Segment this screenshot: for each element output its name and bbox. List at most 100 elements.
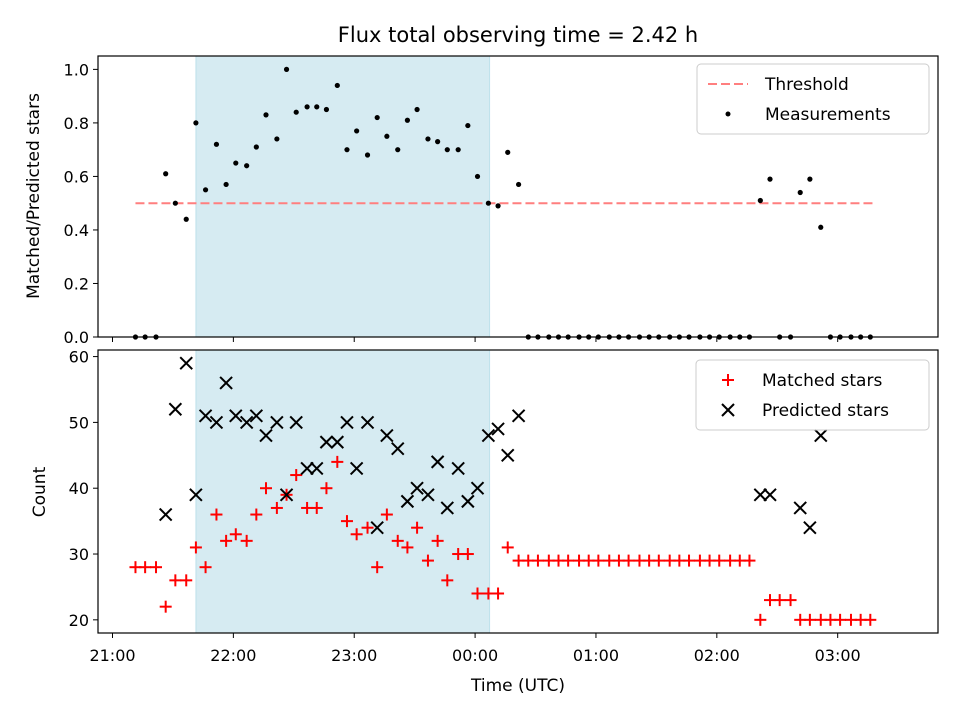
measurement-point	[274, 136, 280, 142]
matched-star-point	[331, 455, 344, 468]
y-tick-label: 0.6	[64, 167, 89, 186]
measurement-point	[344, 147, 350, 153]
top-y-axis-label: Matched/Predicted stars	[24, 93, 44, 299]
matched-star-point	[240, 534, 253, 547]
top-y-axis: 0.0 0.2 0.4 0.6 0.8 1.0	[64, 60, 98, 347]
matched-star-point	[562, 554, 575, 567]
matched-star-point	[310, 501, 323, 514]
predicted-star-point	[249, 409, 264, 423]
matched-star-point	[431, 534, 444, 547]
measurement-point	[233, 160, 239, 166]
measurement-point	[495, 203, 501, 209]
predicted-star-point	[189, 488, 203, 502]
x-tick-label: 23:00	[331, 646, 377, 665]
predicted-star-point	[814, 428, 828, 443]
matched-star-point	[320, 482, 333, 495]
x-tick-label: 22:00	[210, 646, 256, 665]
predicted-star-point	[380, 428, 394, 443]
matched-star-point	[713, 554, 726, 567]
predicted-star-point	[753, 488, 768, 502]
measurement-point	[364, 152, 371, 158]
measurement-point	[818, 224, 824, 230]
measurement-point	[425, 136, 431, 142]
matched-star-point	[834, 613, 847, 626]
predicted-star-point	[198, 409, 213, 423]
bottom-panel: 20 30 40 50 60 21:00 22:00 23:00 00:00 01:00 02:0…	[30, 348, 939, 696]
y-tick-label: 1.0	[64, 60, 89, 79]
matched-star-point	[411, 521, 424, 534]
x-tick-label: 00:00	[452, 646, 498, 665]
matched-star-point	[380, 508, 393, 521]
predicted-star-point	[340, 415, 354, 430]
measurement-point	[435, 139, 441, 145]
predicted-star-point	[259, 428, 273, 443]
legend-measurements-swatch	[725, 111, 731, 117]
matched-star-point	[340, 515, 353, 528]
observing-window-shade	[195, 55, 491, 338]
measurement-point	[193, 120, 199, 126]
measurement-point	[807, 176, 813, 182]
matched-star-point	[139, 561, 152, 574]
predicted-star-point	[400, 494, 415, 509]
measurement-point	[767, 176, 773, 182]
x-tick-label: 21:00	[89, 646, 135, 665]
predicted-star-point	[319, 435, 334, 449]
bottom-x-axis: 21:00 22:00 23:00 00:00 01:00 02:00 03:00	[89, 633, 861, 665]
measurement-point	[293, 109, 299, 115]
measurement-point	[444, 147, 450, 153]
predicted-star-point	[158, 507, 173, 522]
bottom-y-axis-label: Count	[30, 466, 50, 517]
matched-star-point	[803, 613, 816, 626]
predicted-star-point	[370, 520, 384, 535]
measurement-point	[223, 181, 229, 188]
matched-star-point	[471, 587, 484, 600]
bottom-y-axis: 20 30 40 50 60	[69, 348, 98, 630]
predicted-star-point	[239, 415, 254, 430]
bottom-legend: Matched stars Predicted stars	[695, 359, 930, 431]
predicted-star-point	[511, 409, 526, 423]
measurement-point	[314, 104, 320, 110]
measurement-point	[414, 106, 420, 113]
measurement-point	[455, 147, 461, 153]
matched-star-point	[371, 561, 384, 574]
matched-star-point	[773, 594, 786, 607]
chart-title: Flux total observing time = 2.42 h	[338, 23, 698, 47]
predicted-star-point	[360, 415, 375, 430]
matched-star-point	[150, 561, 163, 574]
legend-matched-label: Matched stars	[762, 371, 882, 391]
legend-matched-swatch	[722, 374, 734, 386]
predicted-stars-series	[158, 356, 828, 535]
matched-star-point	[180, 574, 193, 587]
predicted-star-point	[270, 415, 284, 430]
matched-star-point	[220, 534, 233, 547]
predicted-star-point	[209, 415, 224, 430]
measurement-point	[757, 197, 763, 204]
matched-star-point	[864, 613, 877, 626]
predicted-star-point	[300, 461, 314, 476]
measurement-point	[244, 163, 250, 169]
x-axis-label: Time (UTC)	[470, 676, 565, 696]
predicted-star-point	[349, 461, 364, 476]
predicted-star-point	[461, 494, 475, 509]
predicted-star-point	[451, 461, 465, 476]
predicted-star-point	[470, 481, 485, 495]
y-tick-label: 0.8	[64, 114, 89, 133]
predicted-star-point	[330, 435, 345, 449]
predicted-star-point	[279, 488, 294, 502]
measurement-point	[374, 114, 380, 121]
matched-star-point	[743, 554, 756, 567]
predicted-star-point	[421, 488, 435, 502]
matched-star-point	[754, 613, 767, 626]
matched-star-point	[592, 554, 605, 567]
matched-star-point	[210, 508, 223, 521]
predicted-star-point	[430, 455, 445, 469]
measurement-point	[202, 187, 209, 193]
top-legend: Threshold Measurements	[696, 63, 930, 135]
predicted-star-point	[481, 428, 496, 443]
matched-star-point	[350, 528, 363, 541]
matched-star-point	[622, 554, 635, 567]
matched-star-point	[683, 554, 696, 567]
legend-predicted-swatch	[721, 403, 735, 417]
measurement-point	[516, 181, 522, 188]
